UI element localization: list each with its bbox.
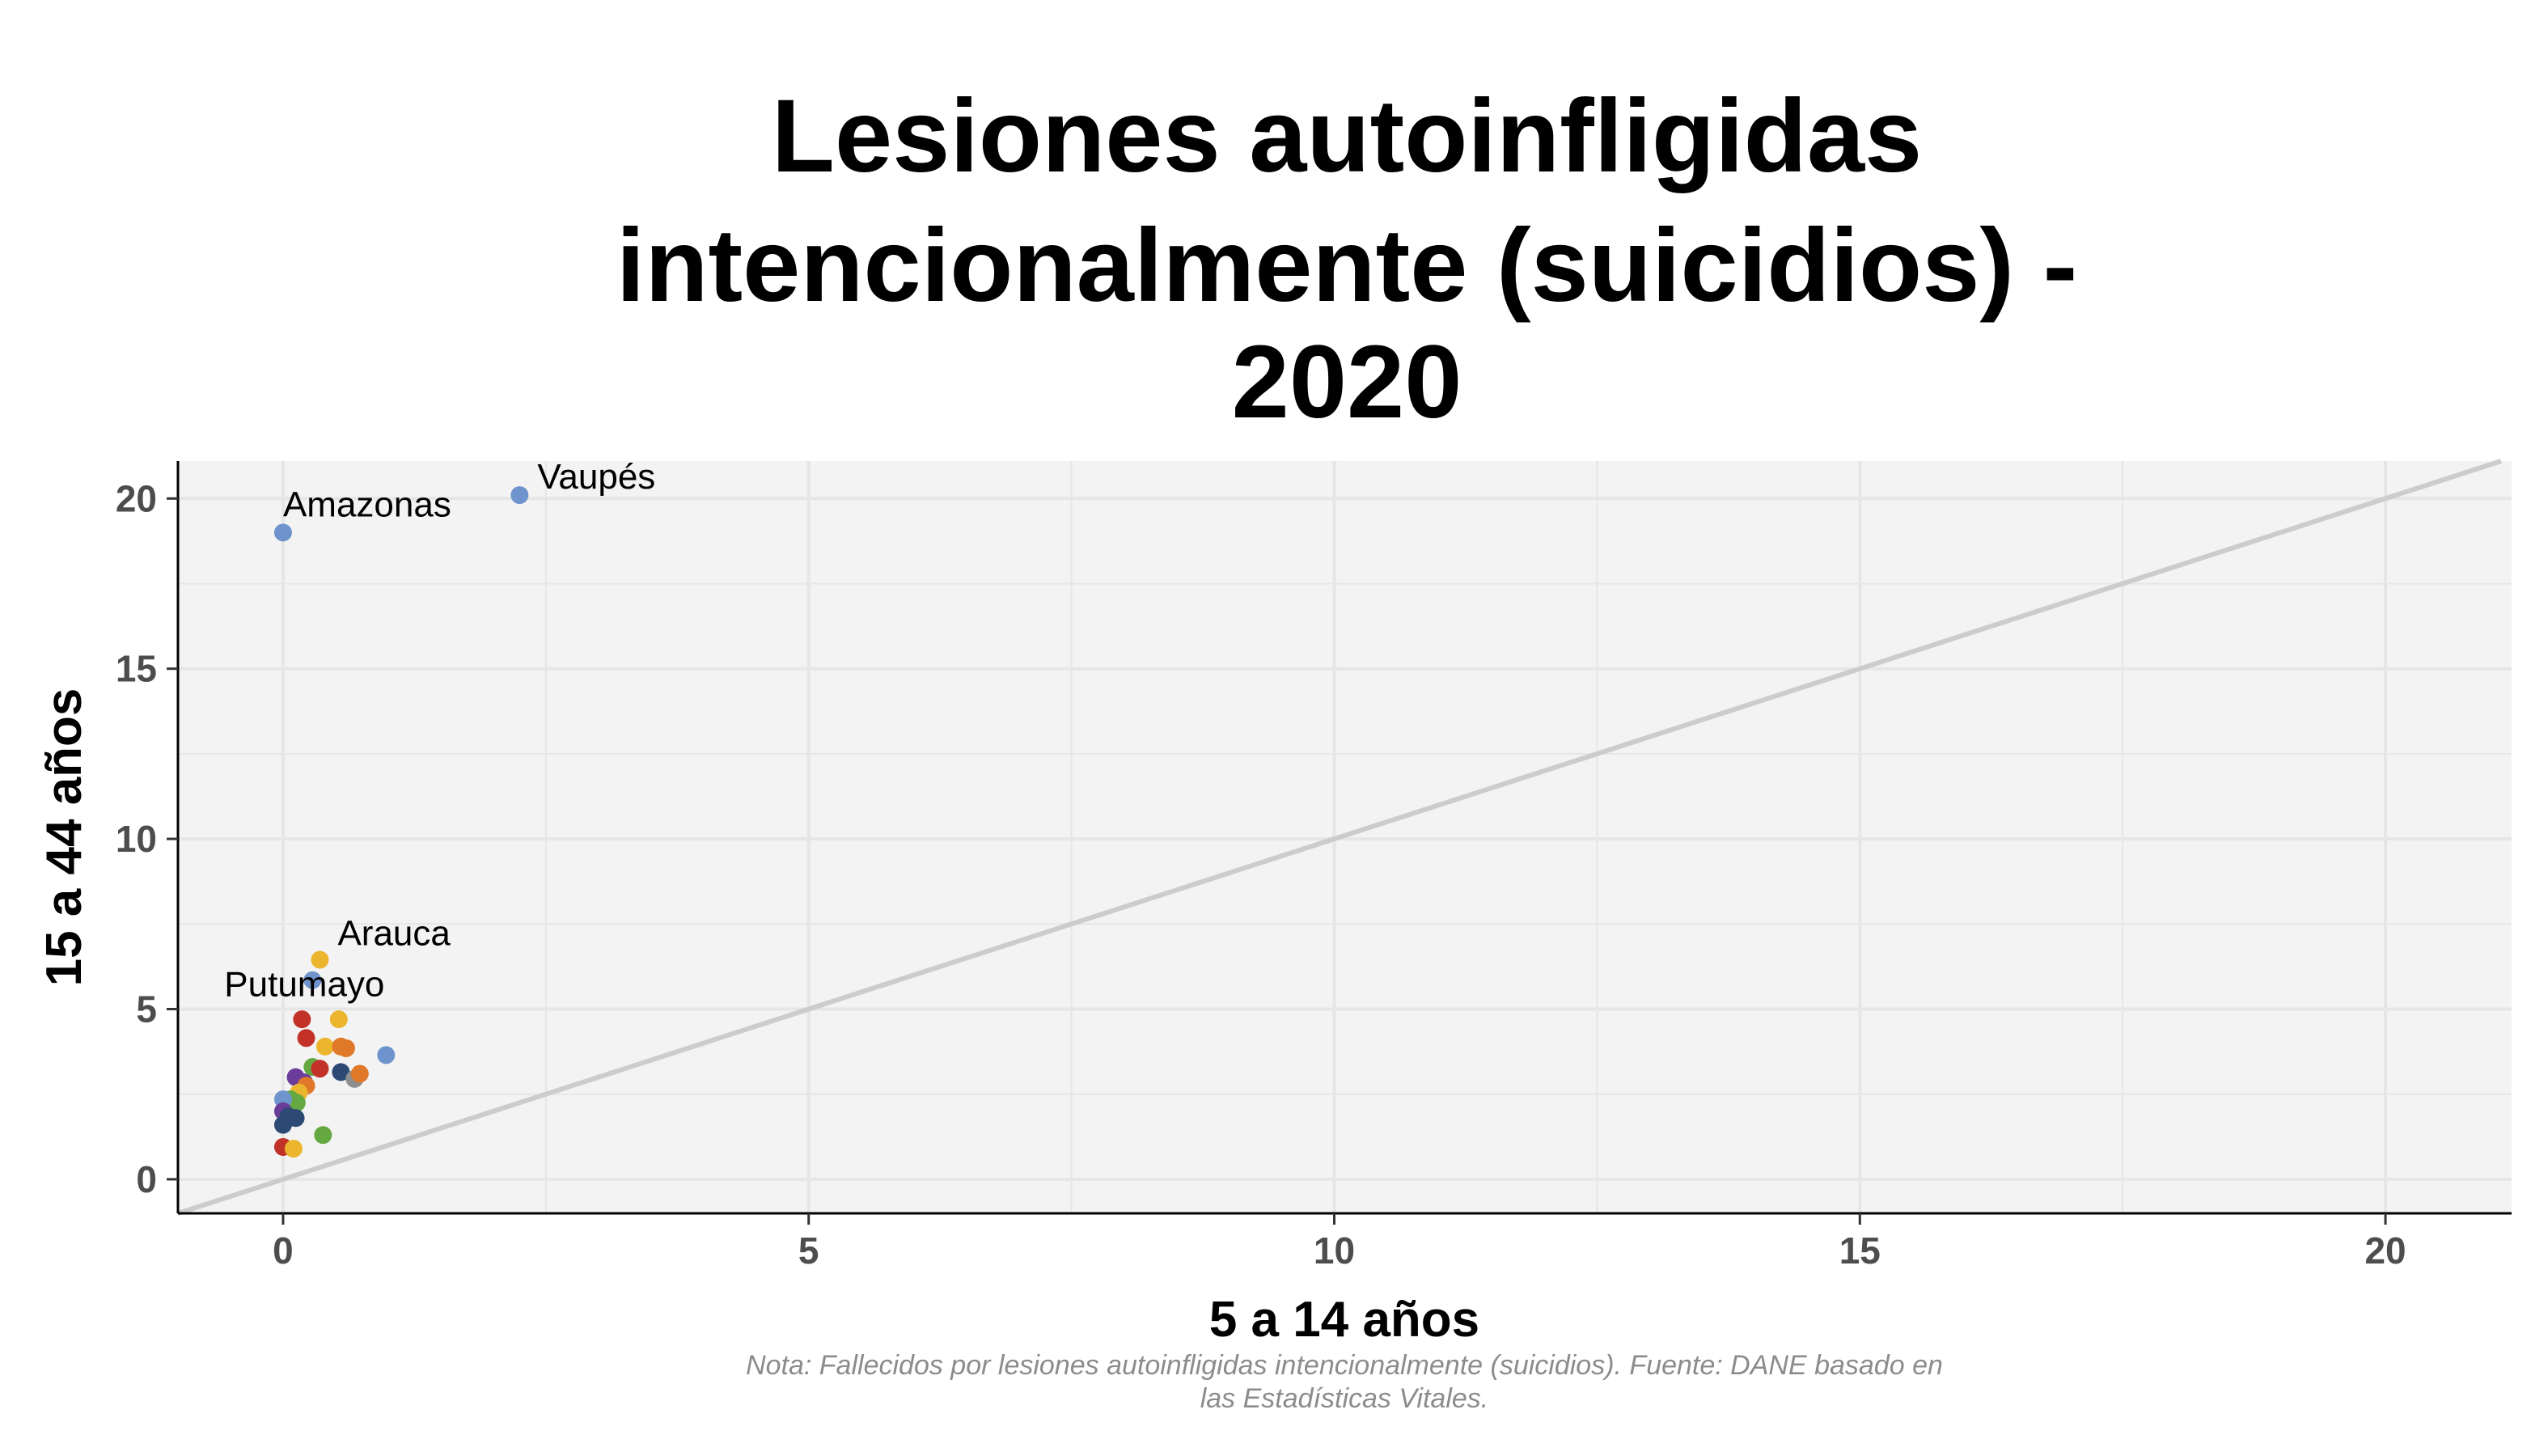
point-labels: Vaupés Amazonas Arauca Putumayo: [224, 457, 655, 1005]
y-axis-ticks: 0 5 10 15 20: [116, 477, 178, 1200]
point-label: Arauca: [337, 913, 451, 953]
x-tick-label: 20: [2364, 1230, 2406, 1272]
chart-title-line-3: 2020: [1232, 324, 1462, 440]
data-point: [377, 1046, 396, 1064]
data-point: [336, 1039, 355, 1057]
chart-title-line-2: intencionalmente (suicidios) -: [616, 208, 2077, 324]
data-point: [297, 1029, 315, 1048]
x-tick-label: 0: [273, 1230, 294, 1272]
data-point: [287, 1094, 306, 1112]
data-point: [314, 1126, 332, 1145]
caption-line-1: Nota: Fallecidos por lesiones autoinflig…: [746, 1350, 1943, 1381]
data-point: [329, 1010, 348, 1029]
data-point: [350, 1064, 369, 1083]
x-tick-label: 5: [798, 1230, 819, 1272]
data-point: [284, 1140, 303, 1158]
x-tick-label: 10: [1314, 1230, 1355, 1272]
data-point: [273, 523, 292, 542]
y-axis-title: 15 a 44 años: [36, 688, 92, 987]
data-point: [311, 1060, 329, 1078]
point-label: Amazonas: [283, 485, 451, 524]
chart-title-line-1: Lesiones autoinfligidas: [772, 78, 1922, 194]
data-point: [293, 1010, 311, 1029]
identity-reference-line: [177, 459, 2502, 1216]
y-tick-label: 20: [116, 477, 157, 519]
x-axis-ticks: 0 5 10 15 20: [273, 1213, 2406, 1272]
data-point: [303, 971, 322, 989]
point-label: Vaupés: [537, 457, 655, 497]
caption-line-2: las Estadísticas Vitales.: [1200, 1383, 1489, 1414]
data-points: [273, 486, 529, 1158]
x-tick-label: 15: [1839, 1230, 1881, 1272]
x-axis-title: 5 a 14 años: [1209, 1292, 1479, 1348]
data-point: [311, 950, 329, 969]
point-label: Putumayo: [224, 965, 384, 1005]
y-tick-label: 0: [136, 1158, 157, 1200]
data-point: [510, 486, 529, 505]
y-tick-label: 5: [136, 988, 157, 1031]
data-point: [273, 1115, 292, 1134]
data-point: [332, 1063, 350, 1081]
y-tick-label: 15: [116, 648, 157, 690]
chart-title: Lesiones autoinfligidas intencionalmente…: [616, 78, 2077, 440]
data-point: [315, 1037, 334, 1056]
y-tick-label: 10: [116, 818, 157, 860]
